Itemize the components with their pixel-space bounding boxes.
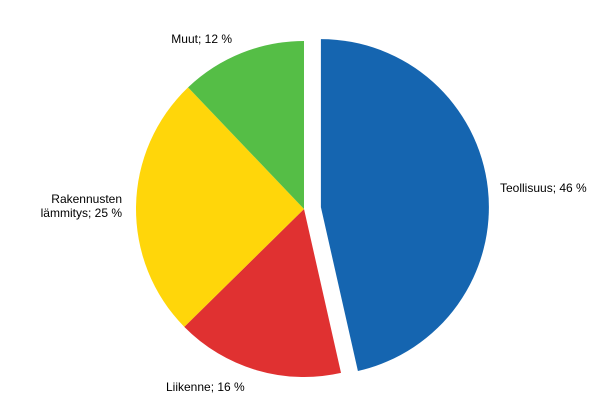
pie-slice-1 [320,39,489,371]
pie-slices [136,39,489,377]
slice-label-line: Rakennusten [51,192,122,206]
slice-label-4: Muut; 12 % [171,32,232,46]
pie-labels: Teollisuus; 46 % Liikenne; 16 % Rakennuste… [41,32,587,394]
slice-label-2: Liikenne; 16 % [166,380,245,394]
pie-slice-2 [184,209,342,377]
slice-label-3: Rakennusten lämmitys; 25 % [41,192,123,220]
slice-label-line: Liikenne; 16 % [166,380,245,394]
slice-label-line: Teollisuus; 46 % [500,181,587,195]
pie-slice-3 [136,87,304,327]
slice-label-line: lämmitys; 25 % [41,206,123,220]
slice-label-1: Teollisuus; 46 % [500,181,587,195]
slice-label-line: Muut; 12 % [171,32,232,46]
pie-slice-4 [188,41,304,209]
